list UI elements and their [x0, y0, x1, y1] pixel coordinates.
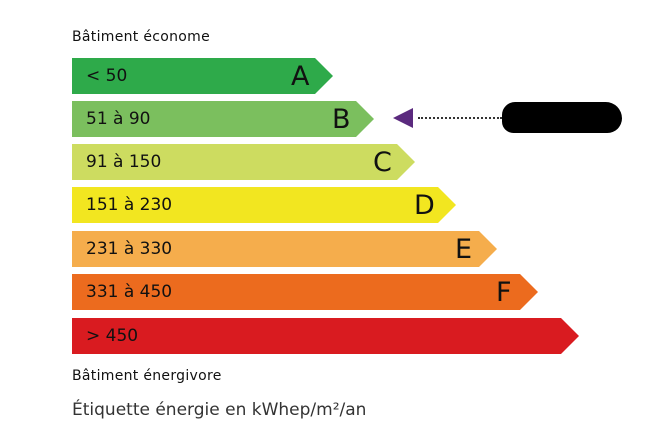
- bar-range-label: 91 à 150: [86, 152, 162, 172]
- selected-class-marker-icon: [393, 108, 413, 128]
- bar-B: 51 à 90 B: [72, 101, 374, 137]
- bar-range-label: 231 à 330: [86, 239, 173, 259]
- bar-class-letter: C: [373, 147, 392, 178]
- bar-class-letter: B: [332, 104, 351, 135]
- top-label: Bâtiment économe: [72, 29, 210, 45]
- bar-range-label: 51 à 90: [86, 109, 151, 129]
- bar-range-label: 151 à 230: [86, 195, 173, 215]
- bottom-label: Bâtiment énergivore: [72, 368, 222, 384]
- bar-range-label: < 50: [86, 66, 128, 86]
- bar-G: > 450: [72, 318, 579, 354]
- bar-A: < 50 A: [72, 58, 333, 94]
- bar-range-label: 331 à 450: [86, 282, 173, 302]
- bar-class-letter: F: [496, 277, 512, 308]
- bar-D: 151 à 230 D: [72, 187, 456, 223]
- bar-range-label: > 450: [86, 326, 139, 346]
- bar-class-letter: E: [455, 234, 473, 265]
- marker-dotted-line: [418, 117, 502, 119]
- redacted-value: [502, 102, 622, 133]
- caption: Étiquette énergie en kWhep/m²/an: [72, 400, 367, 420]
- bar-class-letter: D: [414, 190, 435, 221]
- bar-C: 91 à 150 C: [72, 144, 415, 180]
- bar-F: 331 à 450 F: [72, 274, 538, 310]
- bar-class-letter: A: [291, 61, 310, 92]
- bar-E: 231 à 330 E: [72, 231, 497, 267]
